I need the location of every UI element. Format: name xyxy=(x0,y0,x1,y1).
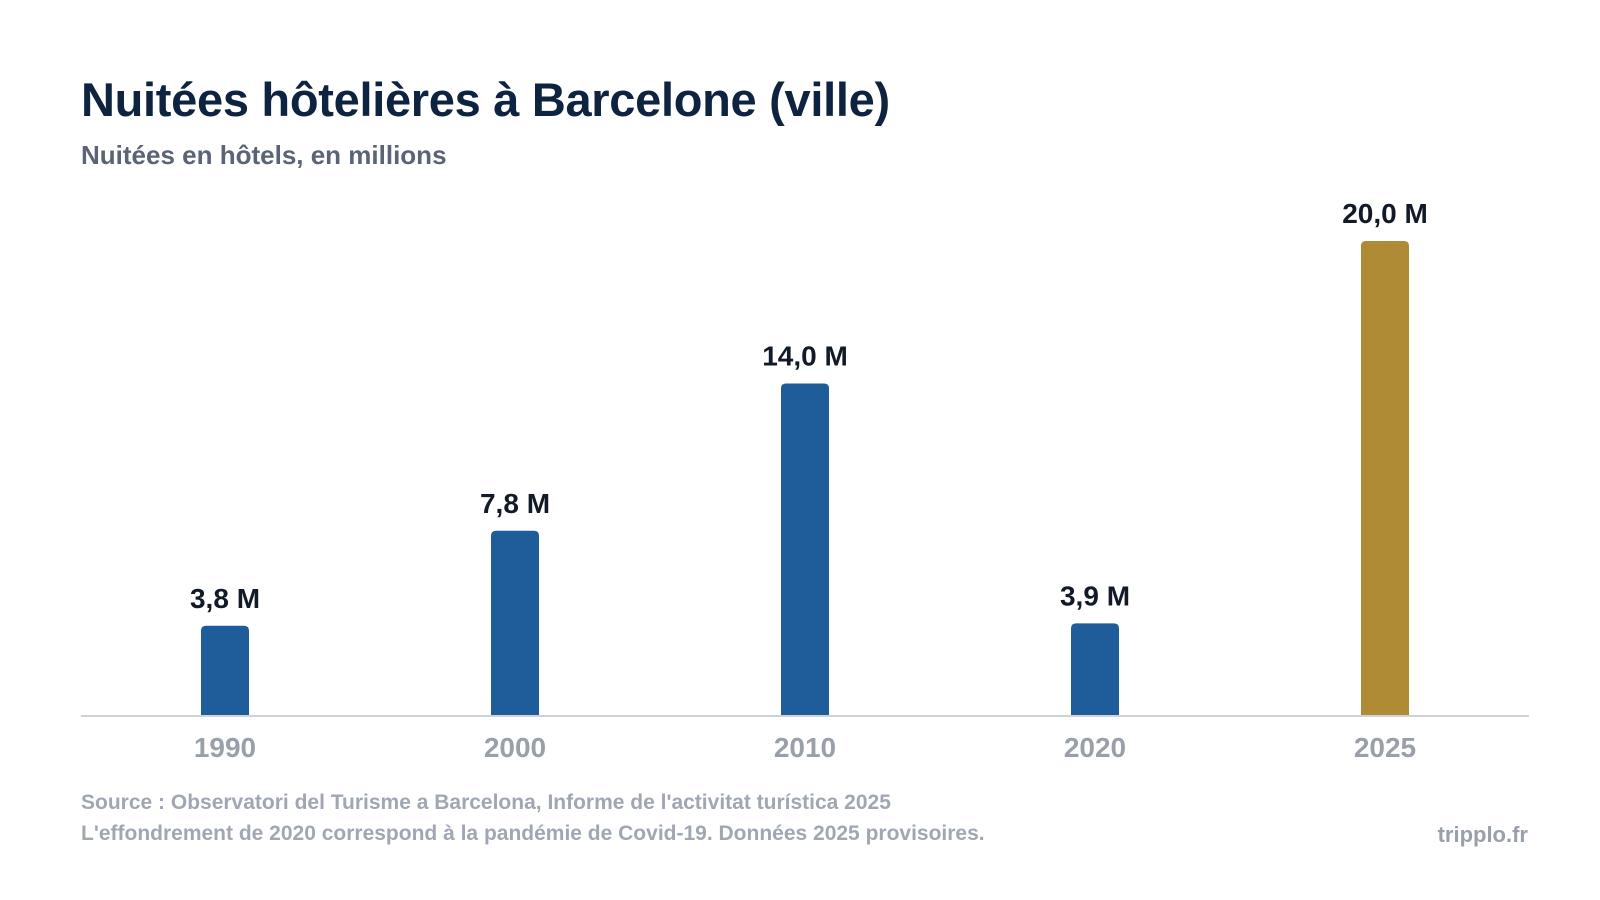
x-tick-label-2000: 2000 xyxy=(484,732,546,763)
bar-2000 xyxy=(491,530,539,716)
chart-subtitle: Nuitées en hôtels, en millions xyxy=(81,140,447,170)
x-tick-label-2010: 2010 xyxy=(774,732,836,763)
bar-2025 xyxy=(1361,241,1409,716)
chart-title: Nuitées hôtelières à Barcelone (ville) xyxy=(81,73,890,126)
bar-2010 xyxy=(781,383,829,716)
bar-2020 xyxy=(1071,623,1119,716)
value-label-1990: 3,8 M xyxy=(190,583,260,614)
x-tick-label-2020: 2020 xyxy=(1064,732,1126,763)
value-label-2020: 3,9 M xyxy=(1060,580,1130,611)
brand-link[interactable]: tripplo.fr xyxy=(1437,822,1528,847)
bar-1990 xyxy=(201,625,249,716)
source-note: Source : Observatori del Turisme a Barce… xyxy=(81,791,891,814)
footnote: L'effondrement de 2020 correspond à la p… xyxy=(81,822,985,845)
value-label-2025: 20,0 M xyxy=(1342,198,1428,229)
x-tick-label-1990: 1990 xyxy=(194,732,256,763)
value-label-2000: 7,8 M xyxy=(480,488,550,519)
value-label-2010: 14,0 M xyxy=(762,341,848,372)
x-tick-label-2025: 2025 xyxy=(1354,732,1416,763)
